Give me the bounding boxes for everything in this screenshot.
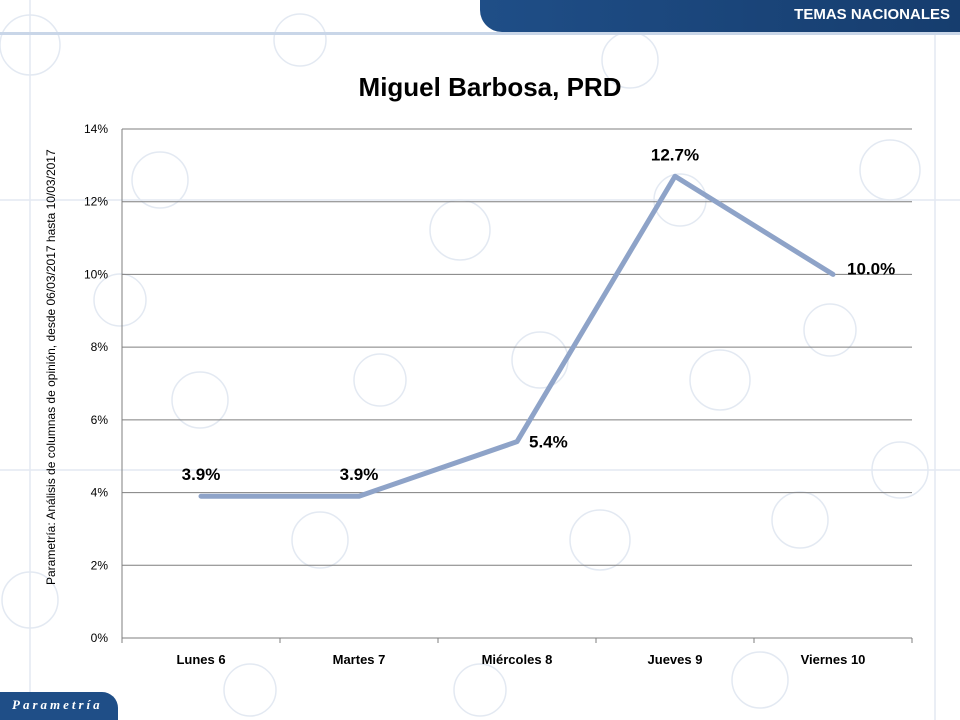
y-tick-label: 2% bbox=[91, 558, 109, 572]
data-labels: 3.9% 3.9% 5.4% 12.7% 10.0% bbox=[182, 145, 896, 484]
y-axis-ticks: 0% 2% 4% 6% 8% 10% 12% 14% bbox=[84, 122, 108, 645]
y-tick-label: 8% bbox=[91, 340, 109, 354]
data-label: 12.7% bbox=[651, 145, 699, 164]
y-tick-label: 6% bbox=[91, 413, 109, 427]
data-label: 3.9% bbox=[340, 465, 379, 484]
x-axis-ticks: Lunes 6 Martes 7 Miércoles 8 Jueves 9 Vierne… bbox=[121, 638, 913, 667]
grid-lines bbox=[121, 128, 912, 639]
logo-text: Parametría bbox=[12, 697, 103, 712]
y-tick-label: 0% bbox=[91, 631, 109, 645]
brand-logo: Parametría bbox=[0, 692, 118, 720]
data-label: 10.0% bbox=[847, 259, 895, 278]
y-tick-label: 12% bbox=[84, 195, 108, 209]
x-tick-label: Miércoles 8 bbox=[482, 652, 553, 667]
y-tick-label: 10% bbox=[84, 267, 108, 281]
x-tick-label: Viernes 10 bbox=[801, 652, 866, 667]
series-layer bbox=[198, 173, 836, 499]
x-tick-label: Martes 7 bbox=[333, 652, 386, 667]
header-divider bbox=[0, 32, 960, 35]
y-tick-label: 4% bbox=[91, 486, 109, 500]
chart-title: Miguel Barbosa, PRD bbox=[358, 72, 622, 102]
x-tick-label: Jueves 9 bbox=[648, 652, 703, 667]
y-tick-label: 14% bbox=[84, 122, 108, 136]
series-line bbox=[198, 173, 836, 499]
data-label: 5.4% bbox=[529, 433, 568, 452]
x-tick-label: Lunes 6 bbox=[176, 652, 225, 667]
header-band: TEMAS NACIONALES bbox=[480, 0, 960, 32]
section-label: TEMAS NACIONALES bbox=[794, 6, 950, 23]
data-label: 3.9% bbox=[182, 465, 221, 484]
